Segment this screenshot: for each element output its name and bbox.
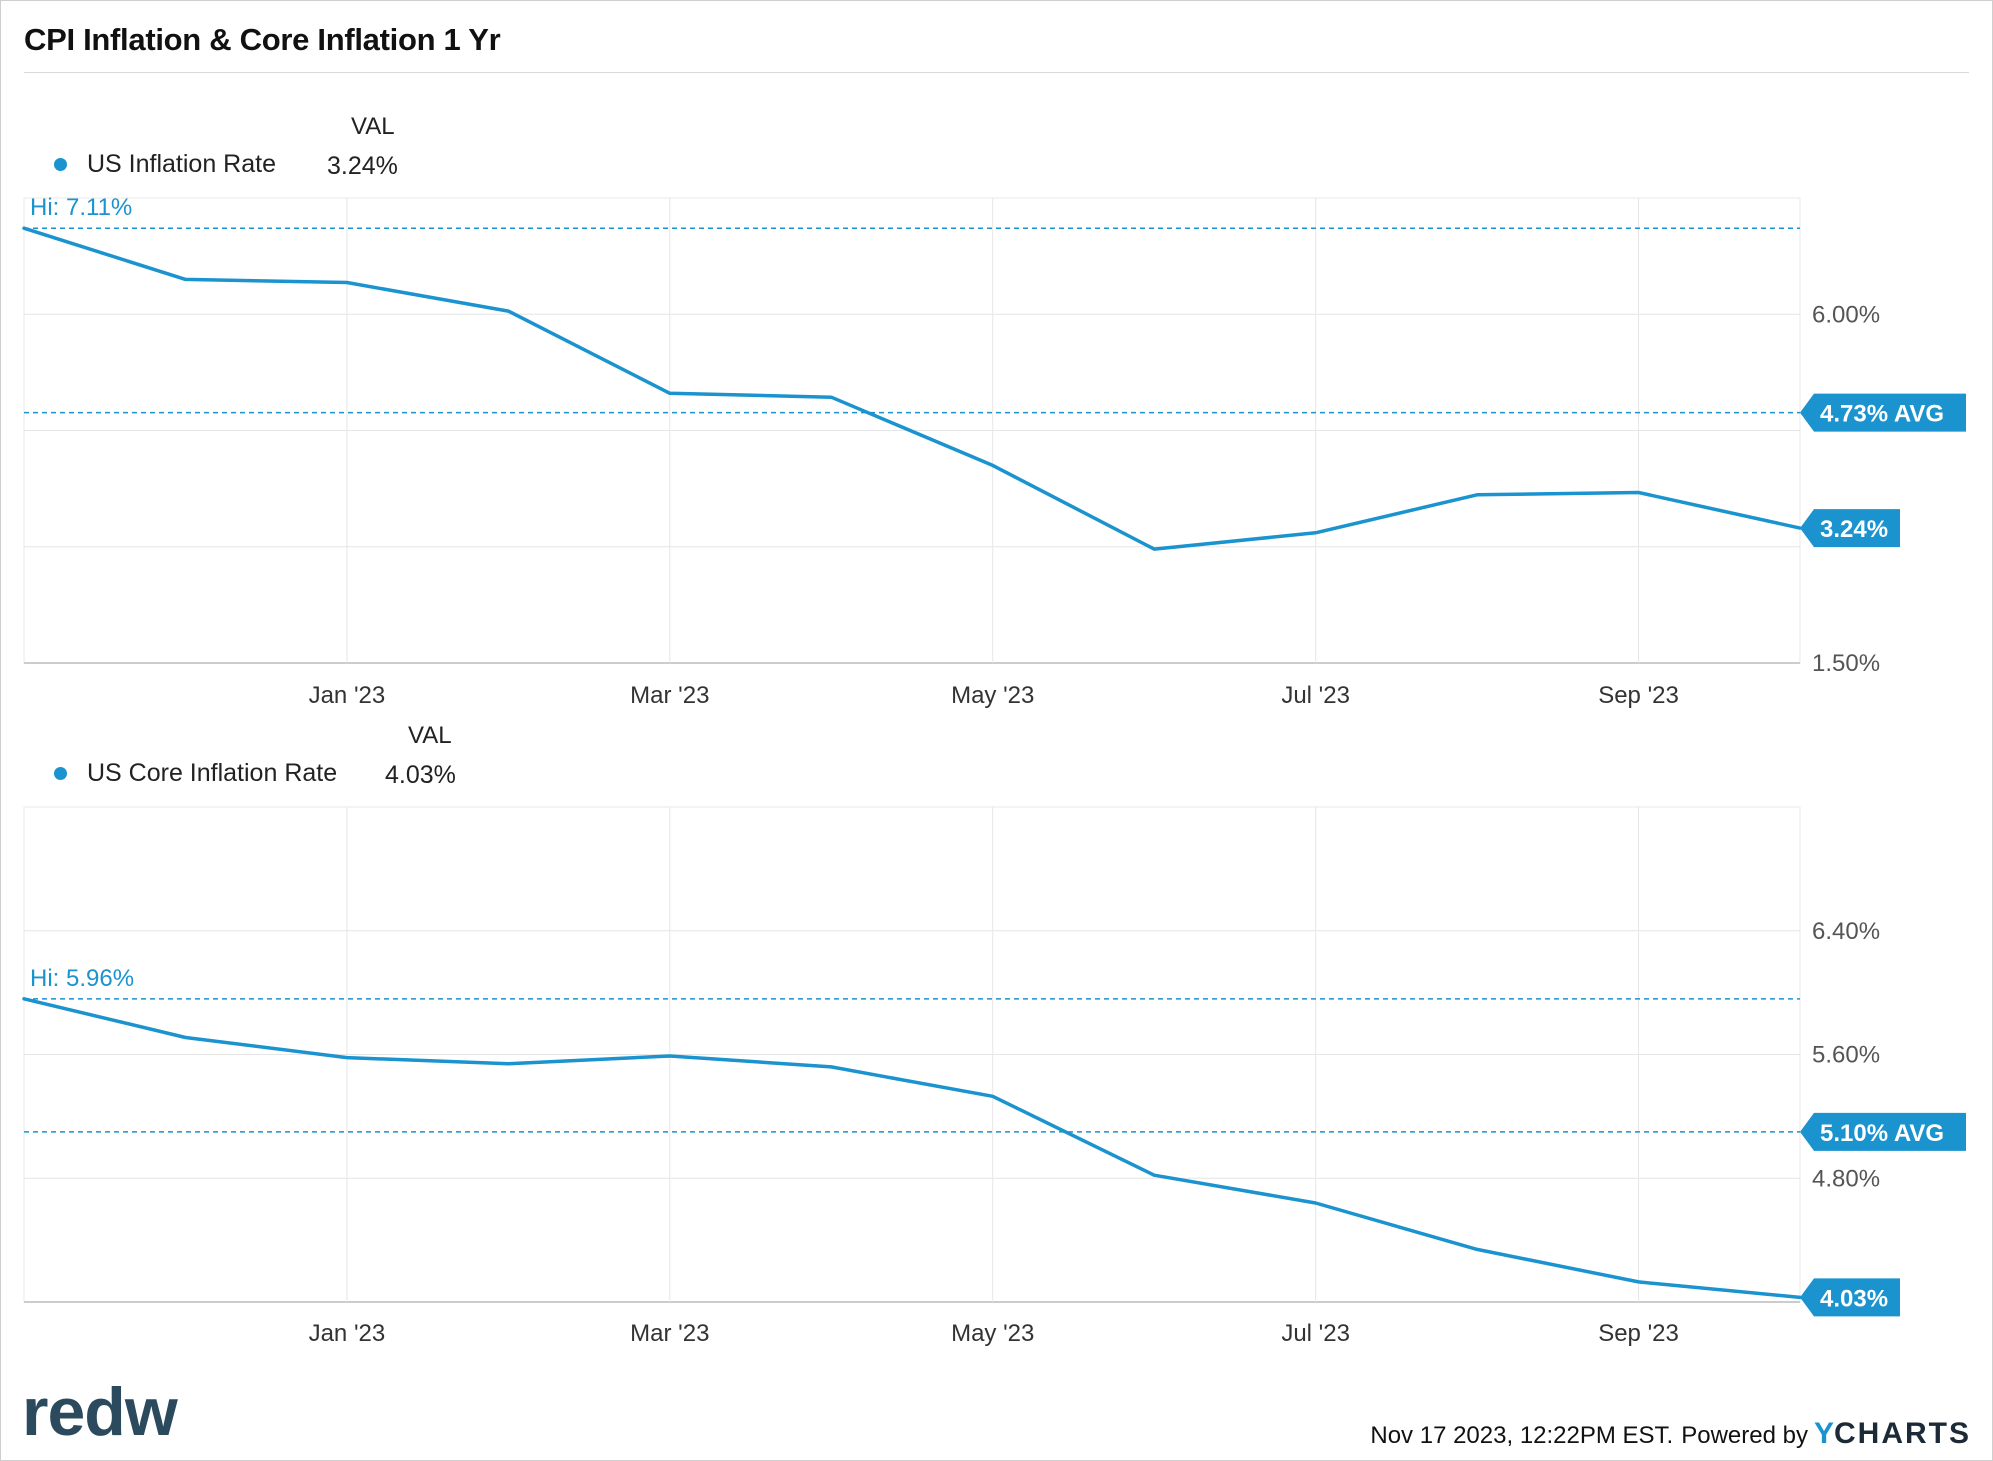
legend-val-header-1: VAL <box>351 113 395 140</box>
x-tick-label: May '23 <box>951 1320 1034 1347</box>
legend-dot-icon <box>54 158 67 171</box>
footer-powered-by: Powered by <box>1681 1422 1808 1449</box>
legend-item-core-inflation[interactable]: US Core Inflation Rate <box>54 759 337 788</box>
x-tick-label: Mar '23 <box>630 682 709 709</box>
last-value-label: 4.03% <box>1820 1285 1888 1312</box>
avg-tag-label: 5.10% AVG <box>1820 1120 1944 1147</box>
y-tick-label: 4.80% <box>1812 1165 1880 1192</box>
footer: Nov 17 2023, 12:22PM EST. Powered by Y CH… <box>1370 1417 1971 1451</box>
redw-logo: redw <box>22 1374 178 1450</box>
chart-panel-1: Jan '23 Mar '23 May '23 Jul '23 Sep '23 6.00%… <box>22 194 1966 709</box>
avg-tag <box>1800 393 1966 432</box>
y-tick-label: 6.40% <box>1812 918 1880 945</box>
x-tick-label: Sep '23 <box>1598 1320 1679 1347</box>
ycharts-logo-text: CHARTS <box>1834 1417 1971 1450</box>
x-tick-label: Jan '23 <box>309 1320 386 1347</box>
ycharts-logo-y: Y <box>1813 1417 1834 1450</box>
legend-label: US Inflation Rate <box>87 150 276 178</box>
legend-item-inflation[interactable]: US Inflation Rate <box>54 150 276 179</box>
y-tick-label: 1.50% <box>1812 650 1880 677</box>
avg-tag <box>1800 1112 1966 1151</box>
chart-title: CPI Inflation & Core Inflation 1 Yr <box>24 22 501 57</box>
title-divider <box>24 72 1969 73</box>
x-tick-label: Sep '23 <box>1598 682 1679 709</box>
x-tick-label: Jan '23 <box>309 682 386 709</box>
legend-value-inflation: 3.24% <box>327 152 398 180</box>
legend-val-header-2: VAL <box>408 722 452 749</box>
x-tick-label: Jul '23 <box>1281 1320 1350 1347</box>
series-line <box>22 226 1802 551</box>
last-value-tag <box>1800 1278 1900 1317</box>
x-tick-label: Mar '23 <box>630 1320 709 1347</box>
y-tick-label: 5.60% <box>1812 1042 1880 1069</box>
footer-timestamp: Nov 17 2023, 12:22PM EST. <box>1370 1422 1674 1449</box>
avg-tag-label: 4.73% AVG <box>1820 401 1944 428</box>
last-value-tag <box>1800 509 1900 548</box>
x-tick-label: May '23 <box>951 682 1034 709</box>
legend-value-core-inflation: 4.03% <box>385 761 456 789</box>
series-line <box>22 997 1802 1300</box>
hi-label: Hi: 7.11% <box>30 194 132 221</box>
hi-label: Hi: 5.96% <box>30 965 134 992</box>
legend-label: US Core Inflation Rate <box>87 759 338 787</box>
last-value-label: 3.24% <box>1820 516 1888 543</box>
y-tick-label: 6.00% <box>1812 301 1880 328</box>
x-tick-label: Jul '23 <box>1281 682 1350 709</box>
legend-dot-icon <box>54 767 67 780</box>
chart-panel-2: Jan '23 Mar '23 May '23 Jul '23 Sep '23 6.40%… <box>22 806 1966 1347</box>
